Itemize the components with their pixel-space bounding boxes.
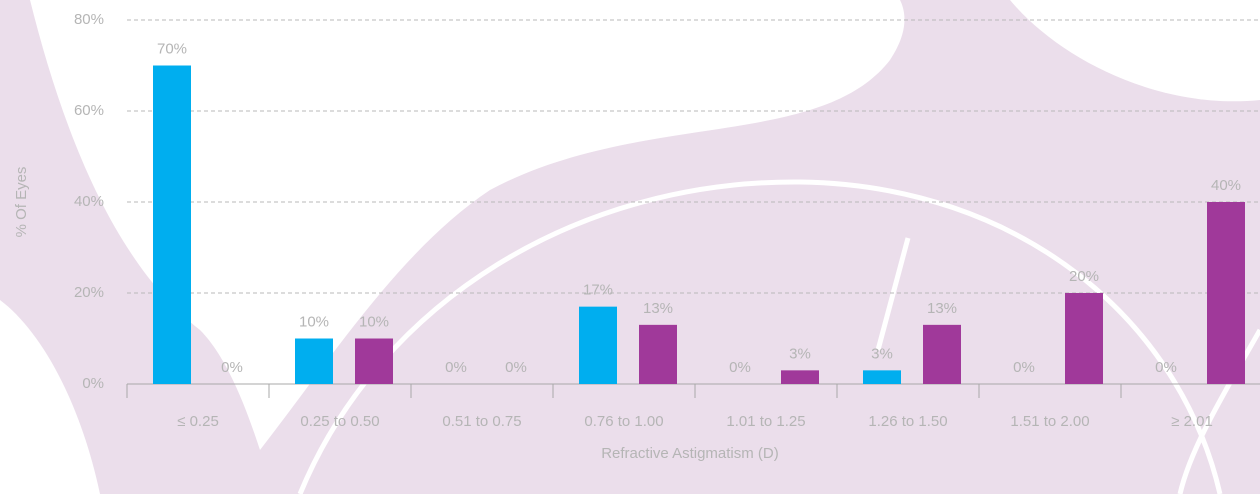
x-tick-label: 1.01 to 1.25 <box>726 413 805 430</box>
value-label: 0% <box>505 359 527 376</box>
value-label: 3% <box>789 345 811 362</box>
x-tick-label: 1.51 to 2.00 <box>1010 413 1089 430</box>
bar <box>579 306 617 384</box>
y-tick-label: 80% <box>74 11 104 28</box>
value-label: 0% <box>1155 359 1177 376</box>
value-label: 10% <box>359 313 389 330</box>
y-tick-label: 60% <box>74 102 104 119</box>
value-label: 0% <box>729 359 751 376</box>
y-tick-label: 40% <box>74 193 104 210</box>
bar <box>1065 293 1103 384</box>
y-tick-label: 20% <box>74 284 104 301</box>
bar <box>153 65 191 384</box>
bar <box>923 324 961 384</box>
value-label: 0% <box>445 359 467 376</box>
value-label: 13% <box>927 300 957 317</box>
y-tick-label: 0% <box>82 375 104 392</box>
value-label: 13% <box>643 300 673 317</box>
bar <box>1207 202 1245 384</box>
value-label: 70% <box>157 40 187 57</box>
value-label: 10% <box>299 313 329 330</box>
bar <box>639 324 677 384</box>
x-tick-label: 0.76 to 1.00 <box>584 413 663 430</box>
bar <box>863 370 901 384</box>
value-label: 40% <box>1211 177 1241 194</box>
x-axis-title: Refractive Astigmatism (D) <box>601 445 779 462</box>
value-label: 17% <box>583 282 613 299</box>
x-tick-label: 0.25 to 0.50 <box>300 413 379 430</box>
bar <box>781 370 819 384</box>
x-tick-label: 1.26 to 1.50 <box>868 413 947 430</box>
value-label: 0% <box>1013 359 1035 376</box>
value-label: 20% <box>1069 268 1099 285</box>
y-axis-title: % Of Eyes <box>13 167 30 238</box>
x-tick-label: 0.51 to 0.75 <box>442 413 521 430</box>
x-tick-label: ≤ 0.25 <box>177 413 219 430</box>
bar <box>295 338 333 384</box>
value-label: 0% <box>221 359 243 376</box>
value-label: 3% <box>871 345 893 362</box>
x-tick-label: ≥ 2.01 <box>1171 413 1213 430</box>
bar <box>355 338 393 384</box>
